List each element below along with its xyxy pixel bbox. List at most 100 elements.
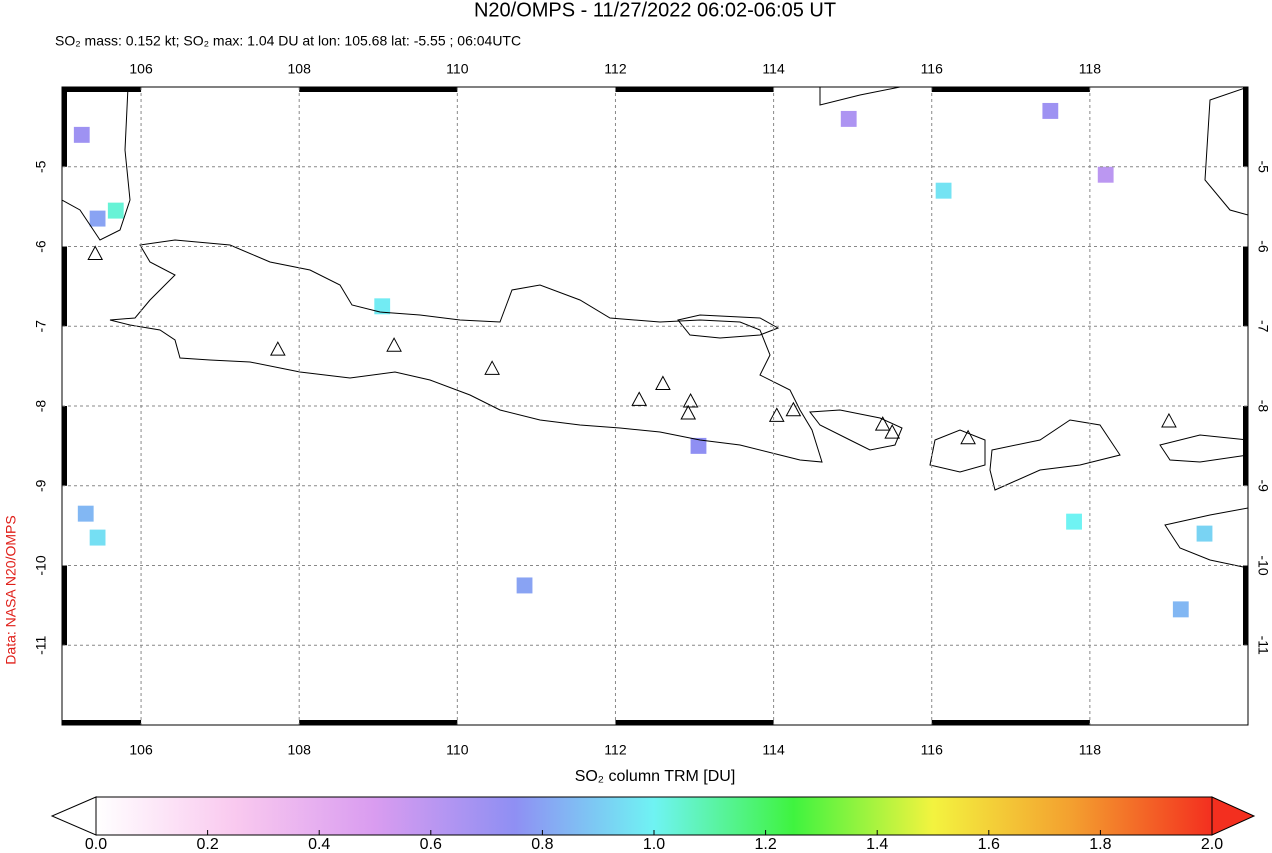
so2-pixel <box>1196 525 1213 542</box>
map-background <box>62 87 1248 725</box>
frame-bar <box>615 720 774 725</box>
volcano <box>386 337 402 352</box>
volcano <box>785 401 802 417</box>
coastline-sumba <box>1164 507 1248 569</box>
colorbar-tick-label: 1.8 <box>1089 836 1111 853</box>
coastline-flores <box>1159 434 1248 463</box>
volcano <box>874 416 891 431</box>
y-tick-label: -8 <box>1255 400 1271 413</box>
chart-title: N20/OMPS - 11/27/2022 06:02-06:05 UT <box>474 0 836 21</box>
so2-pixel <box>374 298 391 315</box>
coastline-borneo <box>819 87 1248 216</box>
frame-bar <box>62 87 142 92</box>
y-tick-label: -6 <box>1255 240 1271 253</box>
so2-pixel <box>107 202 124 219</box>
x-tick-label: 108 <box>288 742 312 758</box>
frame-bar <box>299 720 458 725</box>
y-tick-label: -11 <box>1255 636 1271 655</box>
coastline-lombok <box>929 429 986 473</box>
x-tick-label: 112 <box>604 742 627 758</box>
volcano <box>1161 412 1177 428</box>
so2-pixel <box>840 110 857 127</box>
x-tick-label: 110 <box>446 61 469 77</box>
frame-bar <box>1243 246 1248 327</box>
so2-pixel <box>89 529 106 546</box>
so2-pixel <box>77 505 94 522</box>
grid <box>62 87 1248 725</box>
y-tick-label: -7 <box>33 320 49 333</box>
coastline-java <box>109 239 823 463</box>
x-tick-label: 116 <box>921 742 944 758</box>
frame-bar <box>62 87 67 167</box>
frame-bar <box>1243 565 1248 646</box>
volcano <box>270 341 286 356</box>
colorbar-tick-label: 1.2 <box>754 836 776 853</box>
so2-pixel <box>935 182 952 199</box>
x-tick-label: 116 <box>921 61 944 77</box>
colorbar-under <box>50 796 97 836</box>
volcano <box>655 375 671 390</box>
volcano <box>680 404 697 420</box>
y-tick-label: -10 <box>1255 555 1271 575</box>
frame-bar <box>1243 406 1248 486</box>
so2-pixel <box>516 577 533 594</box>
volcano <box>960 429 976 445</box>
y-tick-label: -9 <box>1255 480 1271 493</box>
x-tick-label: 110 <box>446 742 469 758</box>
frame-bar <box>62 720 142 725</box>
colorbar-tick-label: 0.8 <box>531 836 553 853</box>
volcano-layer <box>87 245 1177 445</box>
volcano <box>884 424 901 439</box>
x-tick-label: 106 <box>129 61 153 77</box>
x-tick-label: 106 <box>129 742 153 758</box>
coastline-sumatra <box>62 87 131 241</box>
so2-pixel <box>690 437 707 454</box>
credit: Data: NASA N20/OMPS <box>3 515 19 664</box>
so2-pixel <box>1097 166 1114 183</box>
volcano <box>682 392 699 408</box>
y-tick-label: -5 <box>1255 161 1271 174</box>
colorbar-tick-label: 0.2 <box>196 836 218 853</box>
y-tick-label: -5 <box>33 160 49 173</box>
volcano <box>484 360 500 375</box>
colorbar-over <box>1211 796 1256 836</box>
so2-pixel <box>1042 102 1059 119</box>
volcano <box>87 245 104 260</box>
volcano <box>631 391 648 406</box>
colorbar-tick-label: 1.4 <box>866 836 888 853</box>
coastlines <box>62 87 1248 569</box>
frame-bar <box>62 406 67 486</box>
y-tick-label: -7 <box>1255 320 1271 333</box>
colorbar-tick-label: 0.4 <box>308 836 330 853</box>
x-tick-label: 114 <box>762 742 785 758</box>
colorbar-label: SO₂ column TRM [DU] <box>575 768 736 785</box>
colorbar-ramp <box>95 796 1213 836</box>
y-tick-label: -6 <box>33 240 49 253</box>
colorbar-tick-label: 2.0 <box>1201 836 1223 853</box>
y-tick-label: -10 <box>33 555 49 575</box>
frame-bar <box>62 565 67 646</box>
x-tick-label: 112 <box>604 61 627 77</box>
frame-bar <box>299 87 458 92</box>
frame-bar <box>1243 87 1248 167</box>
colorbar-tick-label: 0.6 <box>420 836 442 853</box>
pixel-layer <box>73 102 1213 618</box>
colorbar-tick-label: 0.0 <box>85 836 107 853</box>
colorbar-tick-label: 1.6 <box>978 836 1000 853</box>
x-tick-label: 114 <box>762 61 785 77</box>
frame-bar <box>931 720 1090 725</box>
so2-pixel <box>89 210 106 227</box>
coastline-bali <box>809 409 903 451</box>
x-tick-label: 118 <box>1079 742 1102 758</box>
so2-pixel <box>73 126 90 143</box>
chart-subtitle: SO₂ mass: 0.152 kt; SO₂ max: 1.04 DU at … <box>55 33 521 49</box>
colorbar <box>50 796 1256 836</box>
x-tick-label: 118 <box>1079 61 1102 77</box>
frame-bar <box>615 87 774 92</box>
y-tick-label: -9 <box>33 479 49 492</box>
map-frame <box>61 86 1249 726</box>
so2-pixel <box>1066 513 1082 530</box>
colorbar-tick-label: 1.0 <box>643 836 665 853</box>
frame-bar <box>62 246 67 327</box>
volcano <box>768 407 785 422</box>
